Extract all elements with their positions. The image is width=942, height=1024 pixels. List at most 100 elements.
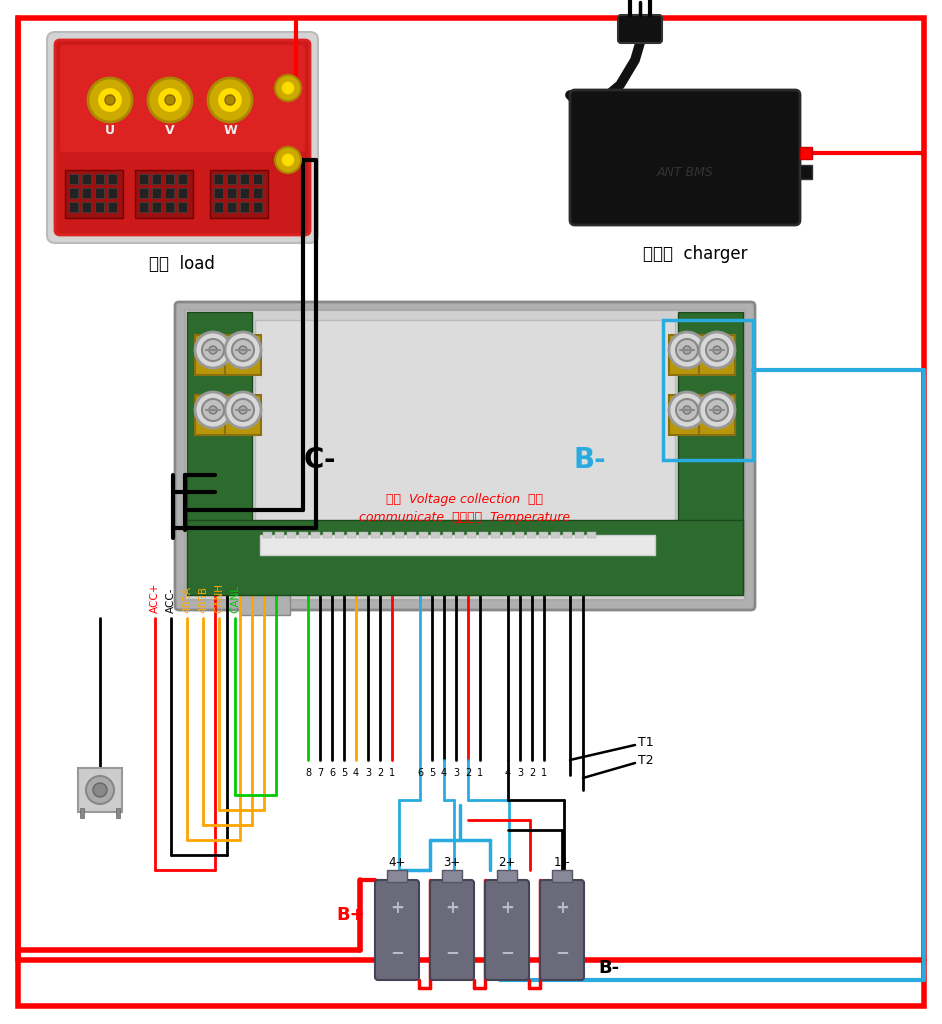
Circle shape [232, 339, 254, 361]
Bar [678, 312, 743, 592]
Bar [187, 312, 252, 592]
Text: V: V [165, 124, 175, 136]
Circle shape [232, 399, 254, 421]
Bar [323, 532, 332, 538]
Circle shape [225, 392, 261, 428]
Text: +: + [555, 899, 569, 918]
Text: 3: 3 [453, 768, 459, 778]
Text: CANH: CANH [214, 583, 224, 613]
Bar [287, 532, 296, 538]
Text: +: + [390, 899, 404, 918]
Text: 1: 1 [477, 768, 483, 778]
Bar [669, 335, 705, 375]
Text: 3: 3 [365, 768, 371, 778]
Bar [225, 395, 261, 435]
Bar [455, 532, 464, 538]
Text: −: − [555, 943, 569, 961]
Bar [152, 202, 161, 212]
Text: B-: B- [598, 959, 619, 977]
Bar [95, 174, 104, 184]
Bar [387, 870, 407, 882]
Bar [225, 335, 261, 375]
Bar [95, 188, 104, 198]
Text: 1+: 1+ [553, 855, 571, 868]
Bar [663, 319, 753, 460]
Circle shape [88, 78, 132, 122]
Text: 2: 2 [528, 768, 535, 778]
Circle shape [225, 332, 261, 368]
Circle shape [281, 153, 295, 167]
Bar [699, 395, 735, 435]
Bar [443, 532, 452, 538]
Text: +: + [500, 899, 514, 918]
Bar [240, 174, 249, 184]
FancyBboxPatch shape [55, 40, 310, 234]
FancyBboxPatch shape [570, 90, 800, 225]
Bar [214, 174, 223, 184]
Bar [108, 188, 117, 198]
Circle shape [706, 339, 728, 361]
Circle shape [699, 332, 735, 368]
Circle shape [86, 776, 114, 804]
Text: T2: T2 [638, 754, 654, 767]
Text: 8: 8 [305, 768, 311, 778]
Text: 负载  load: 负载 load [149, 255, 215, 273]
Circle shape [225, 95, 235, 105]
Bar [263, 532, 272, 538]
Bar [227, 397, 259, 413]
FancyBboxPatch shape [47, 32, 318, 243]
Bar [275, 532, 284, 538]
Bar [108, 202, 117, 212]
Bar [240, 590, 290, 615]
FancyBboxPatch shape [175, 302, 755, 610]
Bar [551, 532, 560, 538]
Bar [383, 532, 392, 538]
Circle shape [165, 95, 175, 105]
Circle shape [208, 78, 252, 122]
Text: +: + [445, 899, 459, 918]
Bar [311, 532, 320, 538]
Text: ACC-: ACC- [166, 588, 176, 613]
Bar [178, 188, 187, 198]
Bar [479, 532, 488, 538]
Bar [139, 202, 148, 212]
Bar [165, 202, 174, 212]
Bar [497, 870, 517, 882]
Bar [178, 174, 187, 184]
Bar [197, 397, 229, 413]
Circle shape [281, 81, 295, 95]
Text: C-: C- [303, 446, 336, 474]
FancyBboxPatch shape [375, 880, 419, 980]
Bar [347, 532, 356, 538]
Circle shape [93, 783, 107, 797]
Bar [701, 397, 733, 413]
Bar [575, 532, 584, 538]
Bar [227, 188, 236, 198]
Text: 485A: 485A [182, 586, 192, 613]
Bar [82, 202, 91, 212]
Circle shape [713, 346, 721, 354]
Bar [431, 532, 440, 538]
Circle shape [683, 346, 691, 354]
Text: −: − [390, 943, 404, 961]
Bar [195, 335, 231, 375]
Bar [195, 395, 231, 435]
Bar [210, 170, 268, 218]
Bar [503, 532, 512, 538]
Bar [82, 188, 91, 198]
Circle shape [209, 406, 217, 414]
Bar [65, 170, 123, 218]
Circle shape [148, 78, 192, 122]
Bar [563, 532, 572, 538]
FancyBboxPatch shape [540, 880, 584, 980]
FancyBboxPatch shape [618, 15, 662, 43]
Circle shape [683, 406, 691, 414]
Text: ANT BMS: ANT BMS [657, 166, 713, 178]
Circle shape [157, 87, 183, 113]
Bar [108, 174, 117, 184]
Bar [165, 188, 174, 198]
Bar [227, 174, 236, 184]
Bar [255, 319, 675, 580]
Text: 2+: 2+ [498, 855, 515, 868]
Bar [395, 532, 404, 538]
